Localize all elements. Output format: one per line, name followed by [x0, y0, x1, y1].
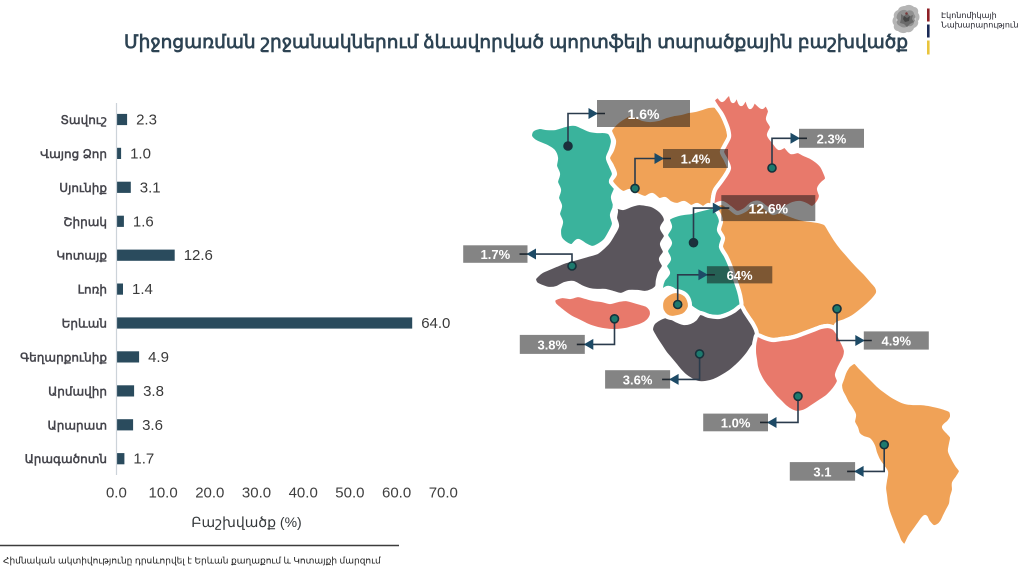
- svg-text:1.0%: 1.0%: [721, 415, 751, 430]
- svg-text:1.6: 1.6: [133, 213, 154, 230]
- svg-text:2.3: 2.3: [136, 112, 157, 129]
- svg-text:Գեղարքունիք: Գեղարքունիք: [20, 350, 107, 364]
- svg-text:12.6: 12.6: [184, 247, 213, 264]
- svg-text:10.0: 10.0: [148, 485, 177, 502]
- svg-text:1.4: 1.4: [132, 281, 153, 298]
- svg-text:64.0: 64.0: [421, 315, 450, 332]
- svg-text:70.0: 70.0: [429, 485, 458, 502]
- svg-text:20.0: 20.0: [195, 485, 224, 502]
- svg-text:Վայոց Ձոր: Վայոց Ձոր: [40, 147, 107, 162]
- svg-text:1.7%: 1.7%: [481, 247, 511, 262]
- svg-text:2.3%: 2.3%: [817, 131, 847, 146]
- svg-text:1.4%: 1.4%: [681, 152, 711, 167]
- svg-text:4.9%: 4.9%: [881, 334, 911, 349]
- svg-text:50.0: 50.0: [335, 485, 364, 502]
- svg-text:3.6%: 3.6%: [623, 372, 653, 387]
- svg-text:Լոռի: Լոռի: [78, 283, 107, 297]
- svg-text:12.6%: 12.6%: [748, 201, 788, 217]
- svg-text:1.6%: 1.6%: [628, 106, 660, 122]
- svg-text:Երևան: Երևան: [62, 317, 107, 331]
- svg-text:1.0: 1.0: [130, 145, 151, 162]
- svg-text:Կոտայք: Կոտայք: [56, 249, 107, 263]
- svg-text:Շիրակ: Շիրակ: [63, 215, 107, 229]
- svg-text:40.0: 40.0: [289, 485, 318, 502]
- svg-text:3.8%: 3.8%: [537, 337, 567, 352]
- svg-text:Սյունիք: Սյունիք: [59, 181, 107, 195]
- svg-text:64%: 64%: [727, 268, 753, 283]
- svg-text:3.1: 3.1: [140, 179, 161, 196]
- svg-text:Հիմնական ակտիվությունը դրսևորվ: Հիմնական ակտիվությունը դրսևորվել է Երևան…: [3, 556, 381, 566]
- svg-text:Էկոնոմիկայի: Էկոնոմիկայի: [941, 11, 997, 20]
- svg-text:Արմավիր: Արմավիր: [48, 384, 107, 398]
- svg-text:3.8: 3.8: [143, 383, 164, 400]
- svg-text:Բաշխվածք (%): Բաշխվածք (%): [191, 514, 301, 530]
- svg-text:1.7: 1.7: [133, 451, 154, 468]
- svg-text:60.0: 60.0: [382, 485, 411, 502]
- svg-text:3.1: 3.1: [813, 464, 831, 479]
- svg-text:Արարատ: Արարատ: [48, 418, 107, 432]
- svg-text:Արագածոտն: Արագածոտն: [25, 452, 107, 466]
- svg-text:3.6: 3.6: [142, 417, 163, 434]
- svg-text:Տավուշ: Տավուշ: [60, 113, 107, 127]
- svg-text:0.0: 0.0: [106, 485, 127, 502]
- svg-text:4.9: 4.9: [148, 349, 169, 366]
- svg-text:Միջոցառման շրջանակներում ձևավո: Միջոցառման շրջանակներում ձևավորված պորտֆ…: [124, 31, 908, 53]
- svg-text:30.0: 30.0: [242, 485, 271, 502]
- svg-text:Նախարարություն: Նախարարություն: [941, 21, 1018, 30]
